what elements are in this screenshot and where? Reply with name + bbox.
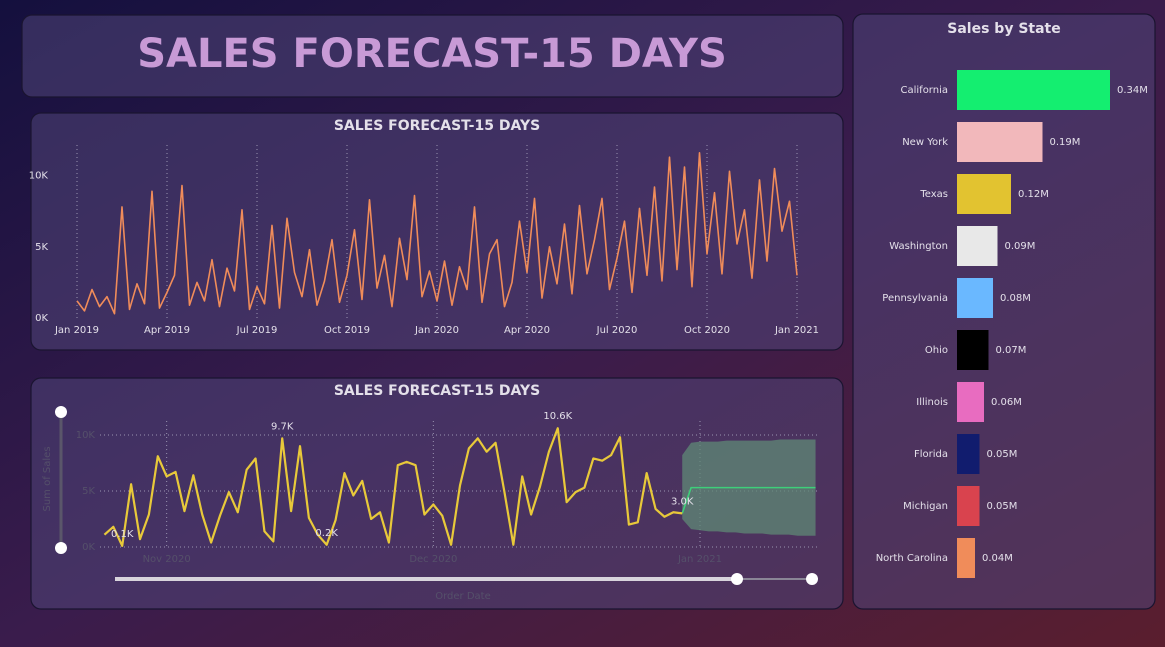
y-axis-label: Sum of Sales [42, 446, 53, 511]
chart-panel [852, 13, 1156, 610]
data-label: 9.7K [271, 421, 294, 432]
x-tick-label: Jan 2021 [677, 554, 722, 565]
category-label: Texas [919, 189, 948, 200]
data-label: 0.08M [1000, 293, 1031, 304]
page-title: SALES FORECAST-15 DAYS [137, 31, 727, 77]
x-tick-label: Jul 2019 [236, 325, 278, 336]
category-label: North Carolina [876, 553, 948, 564]
data-label: 10.6K [543, 411, 572, 422]
header-panel [21, 14, 844, 98]
category-label: California [901, 85, 949, 96]
slider-handle[interactable] [806, 573, 818, 585]
y-tick-label: 10K [29, 171, 49, 182]
data-label: 0.12M [1018, 189, 1049, 200]
data-label: 0.04M [982, 553, 1013, 564]
bar [957, 434, 980, 474]
category-label: Michigan [903, 501, 948, 512]
data-label: 0.34M [1117, 85, 1148, 96]
x-tick-label: Oct 2019 [324, 325, 370, 336]
data-label: 0.07M [996, 345, 1027, 356]
data-label: 0.06M [991, 397, 1022, 408]
bar [957, 226, 998, 266]
category-label: Pennsylvania [882, 293, 948, 304]
x-tick-label: Dec 2020 [409, 554, 457, 565]
chart-panel [30, 112, 844, 351]
data-label: 0.09M [1005, 241, 1036, 252]
x-tick-label: Apr 2019 [144, 325, 190, 336]
y-tick-label: 0K [35, 313, 48, 324]
bar [957, 278, 993, 318]
data-label: 0.05M [987, 501, 1018, 512]
y-tick-label: 10K [76, 430, 96, 441]
y-tick-label: 5K [82, 486, 95, 497]
category-label: Illinois [916, 397, 948, 408]
data-label: 0.19M [1050, 137, 1081, 148]
x-tick-label: Apr 2020 [504, 325, 550, 336]
bar [957, 122, 1043, 162]
data-label: 0.2K [315, 528, 338, 539]
forecast-line [681, 486, 816, 514]
chart-title: Sales by State [947, 21, 1060, 37]
bar [957, 174, 1011, 214]
x-tick-label: Oct 2020 [684, 325, 730, 336]
data-label: 3.0K [671, 496, 694, 507]
x-axis-label: Order Date [435, 591, 491, 602]
sales-line [103, 427, 683, 547]
data-label: 0.1K [111, 529, 134, 540]
category-label: Ohio [925, 345, 948, 356]
bar [957, 330, 989, 370]
x-tick-label: Jan 2020 [414, 325, 459, 336]
chart-panel [30, 377, 844, 610]
category-label: New York [902, 137, 948, 148]
category-label: Florida [914, 449, 948, 460]
chart-title: SALES FORECAST-15 DAYS [334, 118, 540, 134]
category-label: Washington [889, 241, 948, 252]
slider-handle[interactable] [731, 573, 743, 585]
x-tick-label: Jul 2020 [596, 325, 638, 336]
slider-handle[interactable] [55, 406, 67, 418]
data-label: 0.05M [987, 449, 1018, 460]
x-tick-label: Jan 2021 [774, 325, 819, 336]
bar [957, 70, 1110, 110]
y-tick-label: 5K [35, 242, 48, 253]
x-tick-label: Jan 2019 [54, 325, 99, 336]
chart-title: SALES FORECAST-15 DAYS [334, 383, 540, 399]
bar [957, 486, 980, 526]
slider-handle[interactable] [55, 542, 67, 554]
y-tick-label: 0K [82, 542, 95, 553]
sales-line [76, 152, 798, 315]
bar [957, 538, 975, 578]
x-tick-label: Nov 2020 [143, 554, 191, 565]
bar [957, 382, 984, 422]
